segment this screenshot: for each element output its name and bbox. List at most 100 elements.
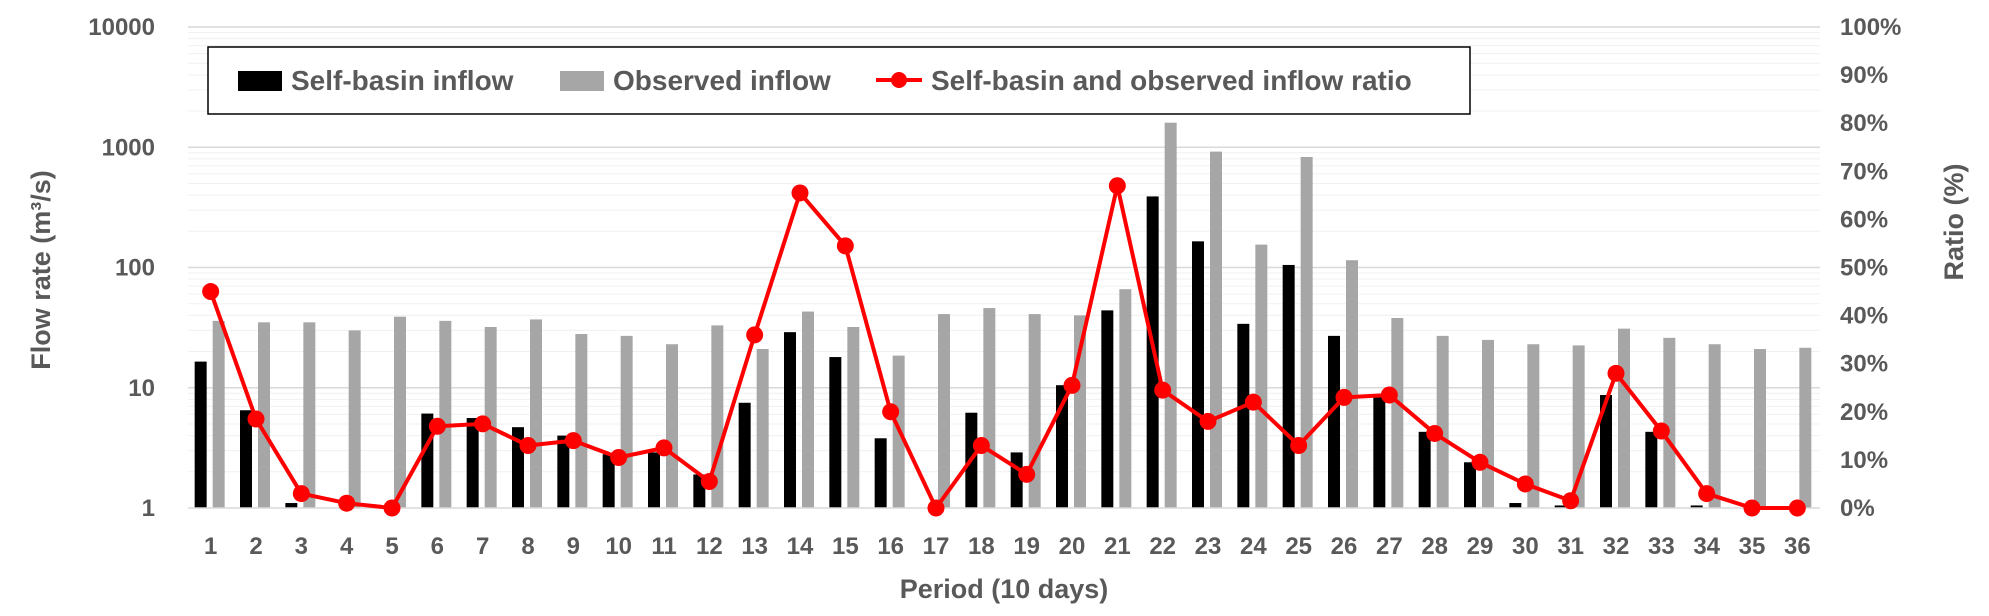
bar-self-basin-33 — [1645, 431, 1658, 508]
bar-observed-27 — [1391, 318, 1404, 508]
ratio-point-4 — [338, 494, 356, 512]
x-tick-14: 14 — [787, 533, 814, 560]
x-axis-title: Period (10 days) — [900, 574, 1109, 604]
x-tick-19: 19 — [1013, 533, 1040, 560]
ratio-point-7 — [474, 415, 492, 433]
x-tick-9: 9 — [567, 533, 580, 560]
bar-observed-36 — [1799, 347, 1812, 508]
bar-observed-9 — [575, 333, 588, 508]
ratio-point-2 — [247, 410, 265, 428]
bar-observed-32 — [1618, 328, 1630, 508]
bar-observed-25 — [1300, 156, 1313, 508]
x-tick-11: 11 — [651, 533, 676, 560]
ratio-point-13 — [746, 326, 764, 344]
legend-ratio-marker — [891, 72, 907, 88]
y-left-tick-1000: 1000 — [102, 134, 155, 161]
bar-self-basin-9 — [557, 435, 570, 508]
y-left-tick-100: 100 — [115, 255, 155, 282]
gridlines — [188, 26, 1820, 473]
x-tick-17: 17 — [923, 533, 950, 560]
bar-observed-22 — [1164, 122, 1177, 508]
ratio-point-15 — [836, 237, 854, 255]
ratio-point-8 — [519, 436, 537, 454]
ratio-point-36 — [1788, 499, 1806, 517]
ratio-point-22 — [1154, 381, 1172, 399]
y-right-tick-90: 90% — [1840, 62, 1888, 89]
ratio-point-30 — [1516, 475, 1534, 493]
bar-self-basin-30 — [1509, 503, 1522, 508]
y-right-tick-0: 0% — [1840, 495, 1875, 522]
bar-observed-13 — [756, 349, 769, 508]
legend-self-basin-label: Self-basin inflow — [291, 65, 514, 96]
x-tick-5: 5 — [385, 533, 398, 560]
bar-observed-5 — [394, 316, 406, 508]
ratio-line — [202, 177, 1806, 517]
bar-observed-8 — [530, 319, 542, 508]
ratio-point-35 — [1743, 499, 1761, 517]
ratio-point-25 — [1290, 436, 1308, 454]
x-tick-1: 1 — [204, 533, 217, 560]
bar-self-basin-20 — [1056, 385, 1068, 508]
bar-observed-28 — [1436, 335, 1449, 508]
legend-box — [207, 46, 1471, 115]
ratio-point-23 — [1199, 412, 1217, 430]
y-left-tick-10: 10 — [128, 375, 155, 402]
bar-observed-21 — [1119, 289, 1132, 508]
x-tick-36: 36 — [1784, 533, 1811, 560]
x-tick-27: 27 — [1376, 533, 1403, 560]
ratio-point-28 — [1426, 424, 1444, 442]
bar-observed-33 — [1663, 337, 1676, 508]
bar-self-basin-14 — [784, 332, 796, 508]
ratio-point-27 — [1380, 386, 1398, 404]
x-tick-22: 22 — [1149, 533, 1176, 560]
bar-self-basin-2 — [240, 410, 252, 508]
bar-self-basin-34 — [1690, 505, 1703, 508]
y-left-axis-title: Flow rate (m³/s) — [26, 170, 56, 370]
ratio-point-3 — [292, 485, 310, 503]
x-tick-31: 31 — [1557, 533, 1584, 560]
bar-observed-10 — [620, 335, 633, 508]
bar-observed-30 — [1527, 344, 1540, 508]
ratio-point-26 — [1335, 388, 1353, 406]
bar-self-basin-31 — [1554, 505, 1567, 508]
x-tick-7: 7 — [476, 533, 489, 560]
ratio-point-5 — [383, 499, 401, 517]
bar-observed-11 — [666, 344, 678, 508]
x-tick-25: 25 — [1285, 533, 1312, 560]
y-right-tick-100: 100% — [1840, 14, 1901, 41]
ratio-point-17 — [927, 499, 945, 517]
y-left-tick-1: 1 — [142, 495, 155, 522]
y-left-tick-10000: 10000 — [88, 14, 155, 41]
x-tick-29: 29 — [1467, 533, 1494, 560]
x-tick-3: 3 — [295, 533, 308, 560]
bar-observed-29 — [1482, 339, 1494, 508]
bar-observed-6 — [439, 320, 452, 508]
bar-self-basin-10 — [602, 454, 615, 508]
x-tick-13: 13 — [741, 533, 768, 560]
x-tick-12: 12 — [696, 533, 723, 560]
bar-self-basin-25 — [1282, 264, 1295, 508]
ratio-point-16 — [882, 403, 900, 421]
bar-observed-35 — [1754, 349, 1766, 508]
ratio-point-21 — [1108, 177, 1126, 195]
bar-observed-7 — [484, 327, 497, 508]
x-tick-32: 32 — [1603, 533, 1630, 560]
ratio-point-24 — [1244, 393, 1262, 411]
bar-self-basin-23 — [1192, 241, 1204, 509]
ratio-point-31 — [1562, 492, 1580, 510]
legend-self-basin-swatch — [238, 71, 282, 91]
bar-observed-4 — [348, 330, 361, 508]
bar-self-basin-21 — [1101, 310, 1114, 508]
y-right-tick-50: 50% — [1840, 255, 1888, 282]
x-tick-4: 4 — [340, 533, 354, 560]
x-tick-20: 20 — [1059, 533, 1086, 560]
bar-self-basin-32 — [1600, 395, 1612, 508]
y-right-tick-40: 40% — [1840, 303, 1888, 330]
bar-observed-24 — [1255, 244, 1268, 508]
x-tick-24: 24 — [1240, 533, 1267, 560]
bar-self-basin-1 — [194, 361, 207, 508]
y-right-tick-labels: 0% 10% 20% 30% 40% 50% 60% 70% 80% 90% 100% — [1840, 14, 1901, 522]
x-tick-labels: 1 2 3 4 5 6 7 8 9 10 11 12 13 14 15 16 17 18 19 20 21 22 23 24 2… — [204, 533, 1811, 560]
x-tick-2: 2 — [249, 533, 262, 560]
